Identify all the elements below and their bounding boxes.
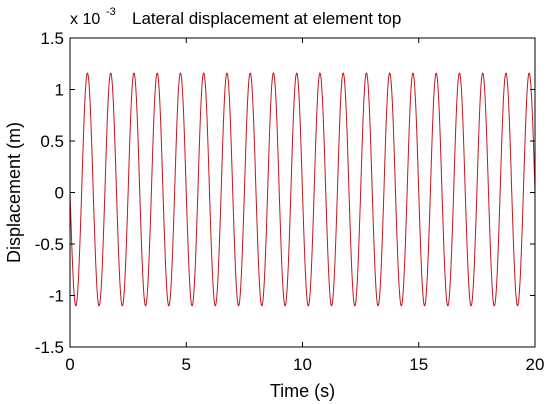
y-tick-label: 0: [55, 184, 64, 203]
x-axis-label: Time (s): [270, 381, 335, 401]
y-tick-label: -0.5: [35, 235, 64, 254]
y-axis-label: Displacement (m): [4, 122, 24, 263]
x-tick-label: 5: [182, 355, 191, 374]
plot-layer: [69, 72, 536, 307]
series-line-0: [69, 72, 536, 307]
y-tick-label: 1.5: [40, 29, 64, 48]
x-tick-label: 20: [526, 355, 545, 374]
x-tick-label: 15: [409, 355, 428, 374]
x-tick-label: 0: [65, 355, 74, 374]
chart-title: Lateral displacement at element top: [132, 9, 401, 28]
x-tick-label: 10: [293, 355, 312, 374]
y-tick-label: -1.5: [35, 338, 64, 357]
ticks-layer: 0 5 10 15 20 1.5 1 0.5 0 -0.5 -1 -1.5: [35, 29, 545, 374]
y-exponent-base: x 10: [70, 11, 100, 28]
y-exponent-power: -3: [106, 6, 116, 18]
y-tick-label: 0.5: [40, 132, 64, 151]
y-tick-label: 1: [55, 81, 64, 100]
y-tick-label: -1: [49, 287, 64, 306]
